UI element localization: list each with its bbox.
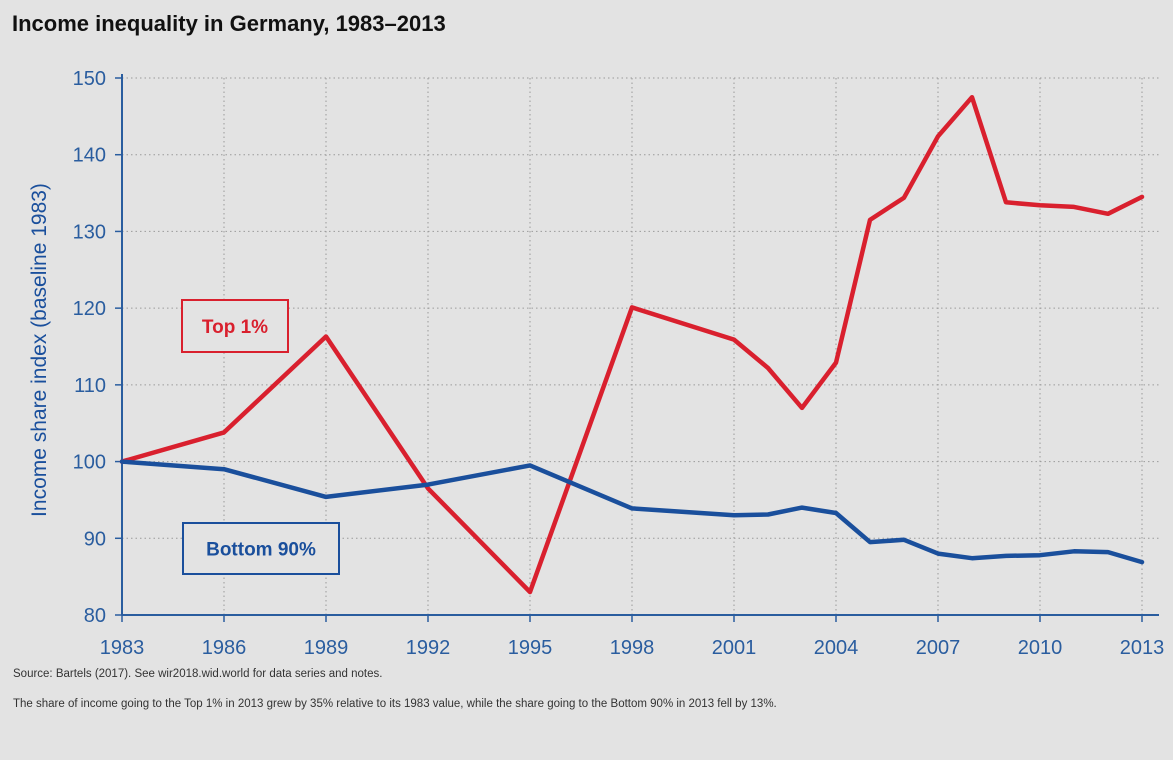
series-label-box	[181, 299, 289, 353]
x-tick-label: 1986	[202, 637, 247, 659]
axes	[115, 74, 1159, 622]
x-tick-label: 1989	[304, 637, 349, 659]
x-tick-label: 1983	[100, 637, 145, 659]
x-tick-label: 2004	[814, 637, 859, 659]
y-tick-label: 80	[84, 605, 106, 627]
y-tick-label: 100	[73, 452, 106, 474]
x-tick-label: 1992	[406, 637, 451, 659]
series-line-bottom-90	[119, 459, 1145, 565]
y-tick-label: 110	[74, 375, 106, 397]
chart-title: Income inequality in Germany, 1983–2013	[12, 11, 446, 36]
x-tick-label: 2013	[1120, 637, 1165, 659]
x-tick-label: 1995	[508, 637, 553, 659]
summary-note: The share of income going to the Top 1% …	[13, 698, 777, 710]
y-tick-label: 150	[73, 68, 106, 90]
series-label-box	[182, 522, 340, 575]
source-note: Source: Bartels (2017). See wir2018.wid.…	[13, 668, 383, 680]
x-tick-label: 2007	[916, 637, 961, 659]
series-labels: Top 1% Bottom 90%	[181, 299, 340, 575]
x-tick-label: 1998	[610, 637, 655, 659]
y-tick-label: 90	[84, 528, 106, 550]
series-label: Top 1%	[202, 317, 268, 338]
x-tick-label: 2010	[1018, 637, 1063, 659]
tick-labels: 80 90 100 110 120 130 140 150 1983 1986 1989 1992 19…	[73, 68, 1165, 659]
y-tick-label: 140	[73, 145, 106, 167]
series-line-top-1	[119, 94, 1145, 595]
y-axis-label: Income share index (baseline 1983)	[28, 183, 51, 517]
x-tick-label: 2001	[712, 637, 757, 659]
series-label: Bottom 90%	[206, 540, 316, 561]
y-tick-label: 130	[73, 221, 106, 243]
series-lines	[119, 94, 1145, 595]
y-tick-label: 120	[73, 298, 106, 320]
